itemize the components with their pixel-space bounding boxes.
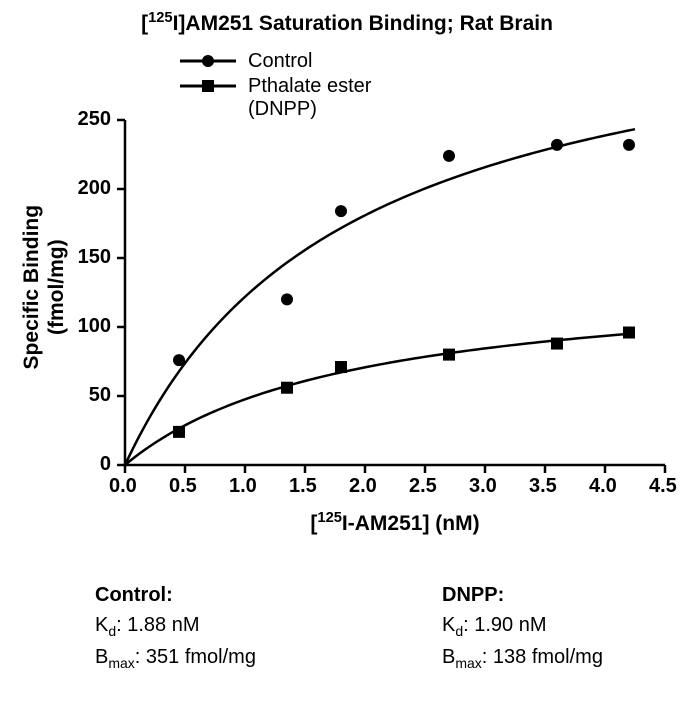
results-control-heading: Control: (95, 580, 347, 610)
x-axis-label: [125I-AM251] (nM) (125, 510, 665, 536)
y-axis-label: Specific Binding(fmol/mg) (14, 115, 74, 460)
x-tick-label: 1.5 (289, 475, 317, 498)
results-dnpp: DNPP: Kd: 1.90 nM Bmax: 138 fmol/mg (347, 580, 694, 674)
chart-container: [125I]AM251 Saturation Binding; Rat Brai… (0, 0, 694, 560)
x-tick-label: 0.0 (109, 475, 137, 498)
legend: Control Pthalate ester (DNPP) (180, 50, 371, 123)
results-control-bmax: Bmax: 351 fmol/mg (95, 642, 347, 674)
plot-area (125, 120, 665, 465)
y-tick-label: 50 (89, 384, 111, 407)
y-tick-label: 100 (78, 315, 111, 338)
y-tick-label: 150 (78, 246, 111, 269)
circle-icon (202, 55, 214, 67)
results-control: Control: Kd: 1.88 nM Bmax: 351 fmol/mg (0, 580, 347, 674)
legend-label-control: Control (248, 50, 312, 73)
legend-label-dnpp: Pthalate ester (DNPP) (248, 75, 371, 121)
legend-dnpp-line2: (DNPP) (248, 98, 317, 120)
y-tick-label: 200 (78, 177, 111, 200)
chart-title: [125I]AM251 Saturation Binding; Rat Brai… (0, 10, 694, 36)
square-icon (202, 80, 214, 92)
results-dnpp-kd: Kd: 1.90 nM (442, 610, 694, 642)
x-tick-label: 3.5 (529, 475, 557, 498)
plot-svg (125, 120, 665, 465)
legend-row-control: Control (180, 50, 371, 73)
x-tick-label: 1.0 (229, 475, 257, 498)
x-tick-label: 4.5 (649, 475, 677, 498)
y-tick-label: 0 (100, 453, 111, 476)
legend-dnpp-line1: Pthalate ester (248, 75, 371, 97)
y-tick-label: 250 (78, 108, 111, 131)
results-dnpp-bmax: Bmax: 138 fmol/mg (442, 642, 694, 674)
legend-marker-control (180, 50, 236, 72)
results-control-kd: Kd: 1.88 nM (95, 610, 347, 642)
x-tick-label: 3.0 (469, 475, 497, 498)
x-tick-label: 0.5 (169, 475, 197, 498)
y-axis-label-text: Specific Binding(fmol/mg) (19, 205, 69, 370)
x-tick-label: 2.0 (349, 475, 377, 498)
legend-marker-dnpp (180, 75, 236, 97)
x-tick-label: 4.0 (589, 475, 617, 498)
results-dnpp-heading: DNPP: (442, 580, 694, 610)
results-panel: Control: Kd: 1.88 nM Bmax: 351 fmol/mg D… (0, 580, 694, 674)
x-tick-label: 2.5 (409, 475, 437, 498)
legend-row-dnpp: Pthalate ester (DNPP) (180, 75, 371, 121)
